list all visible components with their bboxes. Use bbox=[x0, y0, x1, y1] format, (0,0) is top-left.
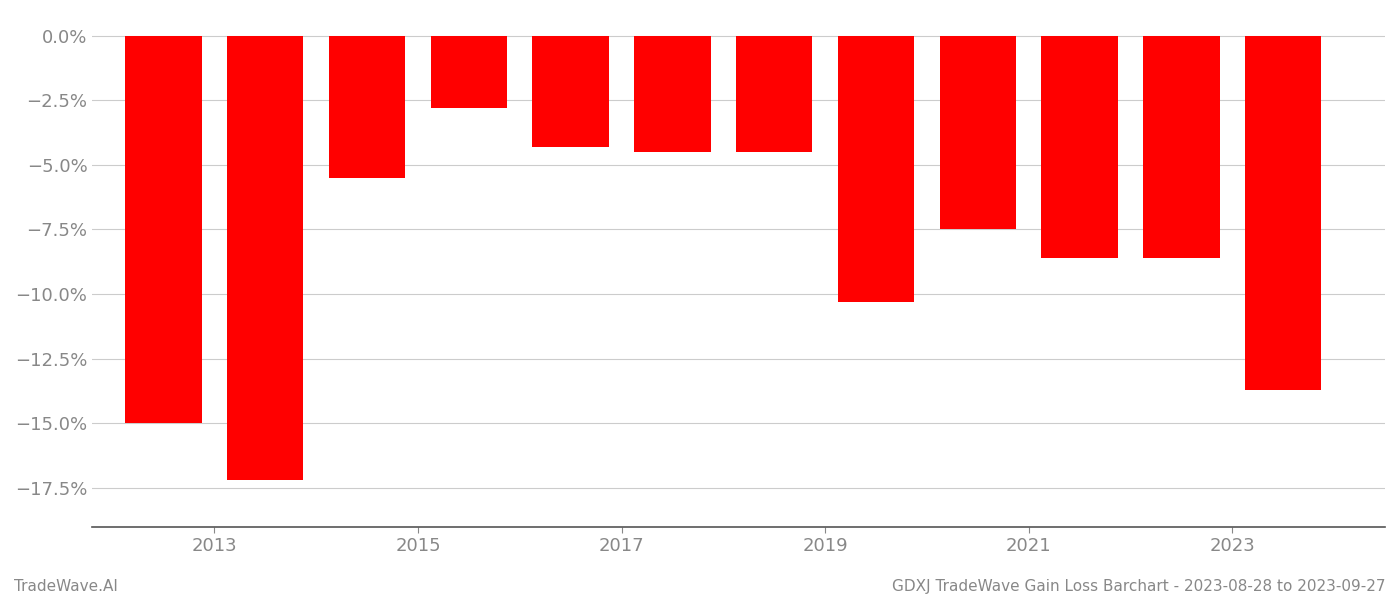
Bar bbox=[431, 35, 507, 108]
Bar bbox=[939, 35, 1016, 229]
Bar bbox=[1245, 35, 1322, 389]
Text: TradeWave.AI: TradeWave.AI bbox=[14, 579, 118, 594]
Bar bbox=[1042, 35, 1117, 258]
Bar bbox=[126, 35, 202, 423]
Text: GDXJ TradeWave Gain Loss Barchart - 2023-08-28 to 2023-09-27: GDXJ TradeWave Gain Loss Barchart - 2023… bbox=[893, 579, 1386, 594]
Bar bbox=[837, 35, 914, 302]
Bar bbox=[736, 35, 812, 152]
Bar bbox=[329, 35, 405, 178]
Bar bbox=[634, 35, 711, 152]
Bar bbox=[227, 35, 304, 480]
Bar bbox=[1144, 35, 1219, 258]
Bar bbox=[532, 35, 609, 147]
